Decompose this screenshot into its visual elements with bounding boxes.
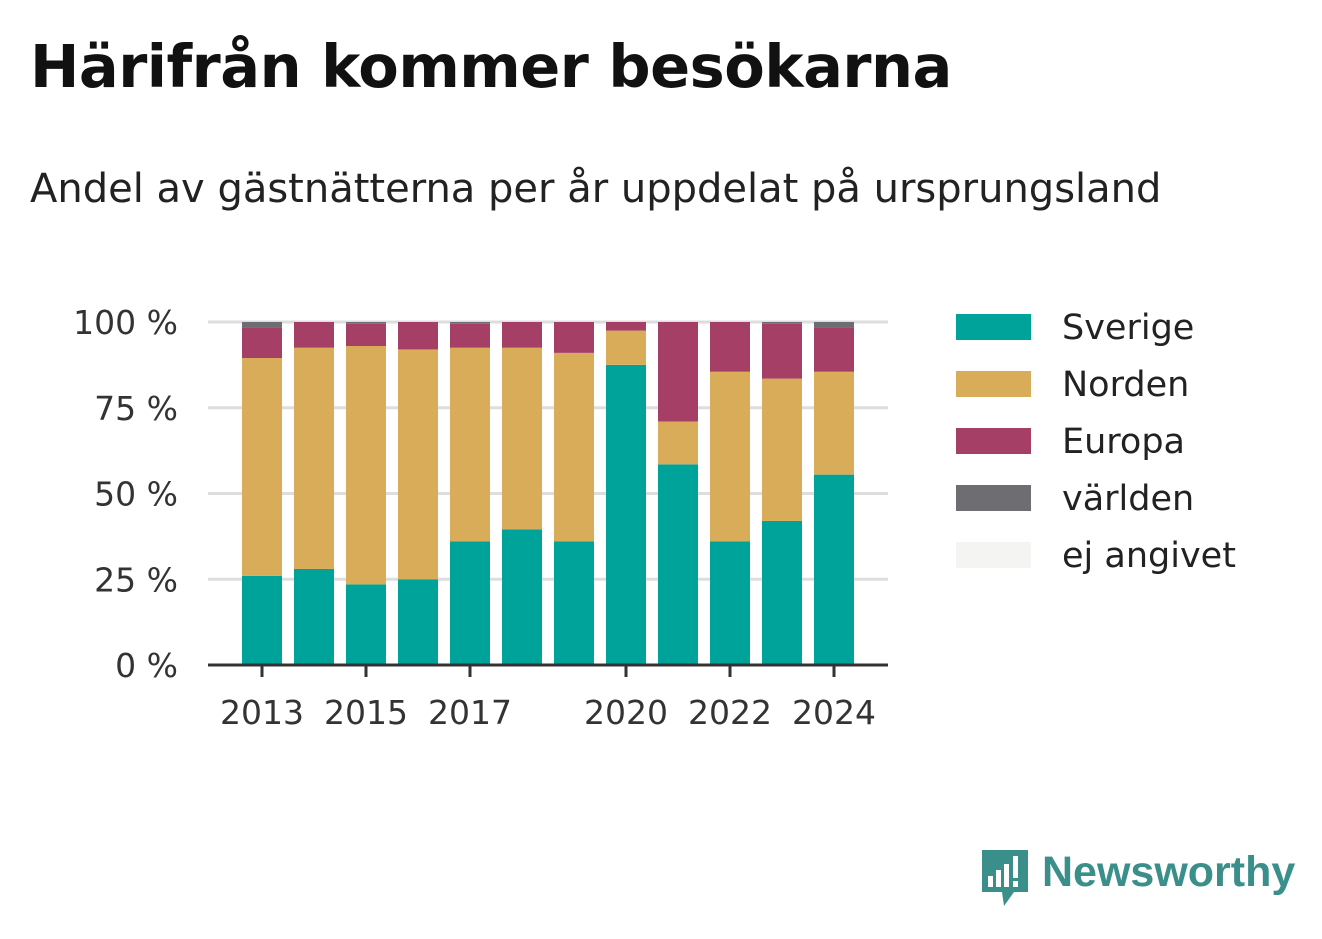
bar-segment [398, 322, 438, 350]
legend-swatch [956, 542, 1031, 568]
x-axis: 2013 2015 2017 2020 2022 2024 [208, 663, 888, 732]
bar-segment [242, 327, 282, 359]
bar-segment [502, 322, 542, 348]
bar-segment [242, 358, 282, 576]
bar-segment [502, 529, 542, 665]
stacked-bar-chart: 0 % 25 % 50 % 75 % 100 % 2013 2015 2017 2020 202… [73, 303, 1236, 732]
bar-segment [710, 371, 750, 542]
bar-chart-speech-bubble-icon [982, 850, 1028, 906]
bar-segment [606, 322, 646, 331]
legend-label: ej angivet [1062, 536, 1236, 576]
bar-segment [502, 347, 542, 530]
bars [242, 322, 854, 665]
bar-segment [346, 322, 386, 324]
chart-subtitle: Andel av gästnätterna per år uppdelat på… [30, 166, 1162, 212]
bar-segment [450, 322, 490, 324]
y-tick-label: 50 % [94, 475, 178, 514]
bar-segment [346, 584, 386, 665]
brand-name: Newsworthy [1042, 848, 1296, 896]
legend-label: världen [1062, 479, 1194, 519]
bar-segment [762, 322, 802, 324]
bar-segment [398, 579, 438, 665]
legend-swatch [956, 428, 1031, 454]
bar-segment [450, 323, 490, 348]
bar-segment [762, 520, 802, 665]
y-tick-label: 100 % [73, 303, 178, 342]
x-tick-label: 2024 [792, 693, 876, 732]
bar-segment [450, 347, 490, 542]
x-tick-label: 2017 [428, 693, 512, 732]
bar-segment [554, 352, 594, 542]
bar-segment [814, 327, 854, 372]
x-tick-label: 2022 [688, 693, 772, 732]
bar-segment [658, 421, 698, 465]
bar-segment [710, 322, 750, 372]
legend-swatch [956, 371, 1031, 397]
bar-segment [606, 330, 646, 365]
bar-segment [294, 568, 334, 665]
x-tick-label: 2013 [220, 693, 304, 732]
bar-segment [398, 349, 438, 580]
bar-segment [450, 541, 490, 665]
bar-segment [762, 323, 802, 379]
x-tick-label: 2015 [324, 693, 408, 732]
x-tick-label: 2020 [584, 693, 668, 732]
bar-segment [814, 322, 854, 328]
legend-swatch [956, 485, 1031, 511]
bar-segment [710, 541, 750, 665]
bar-segment [242, 575, 282, 665]
bar-segment [606, 364, 646, 665]
bar-segment [554, 541, 594, 665]
bar-segment [814, 371, 854, 475]
legend-label: Norden [1062, 365, 1189, 405]
bar-segment [294, 347, 334, 569]
legend-label: Europa [1062, 422, 1185, 462]
bar-segment [762, 378, 802, 521]
y-tick-label: 25 % [94, 560, 178, 599]
chart-title: Härifrån kommer besökarna [30, 32, 952, 101]
legend-swatch [956, 314, 1031, 340]
y-tick-label: 0 % [115, 646, 178, 685]
bar-segment [242, 322, 282, 328]
y-tick-label: 75 % [94, 389, 178, 428]
bar-segment [294, 322, 334, 348]
bar-segment [346, 346, 386, 585]
bar-segment [658, 464, 698, 665]
bar-segment [554, 322, 594, 353]
y-axis-ticks: 0 % 25 % 50 % 75 % 100 % [73, 303, 178, 685]
bar-segment [814, 474, 854, 665]
legend-label: Sverige [1062, 308, 1194, 348]
brand-logo: Newsworthy [980, 846, 1295, 908]
bar-segment [346, 323, 386, 347]
legend: Sverige Norden Europa världen ej angivet [956, 308, 1236, 576]
bar-segment [658, 322, 698, 422]
